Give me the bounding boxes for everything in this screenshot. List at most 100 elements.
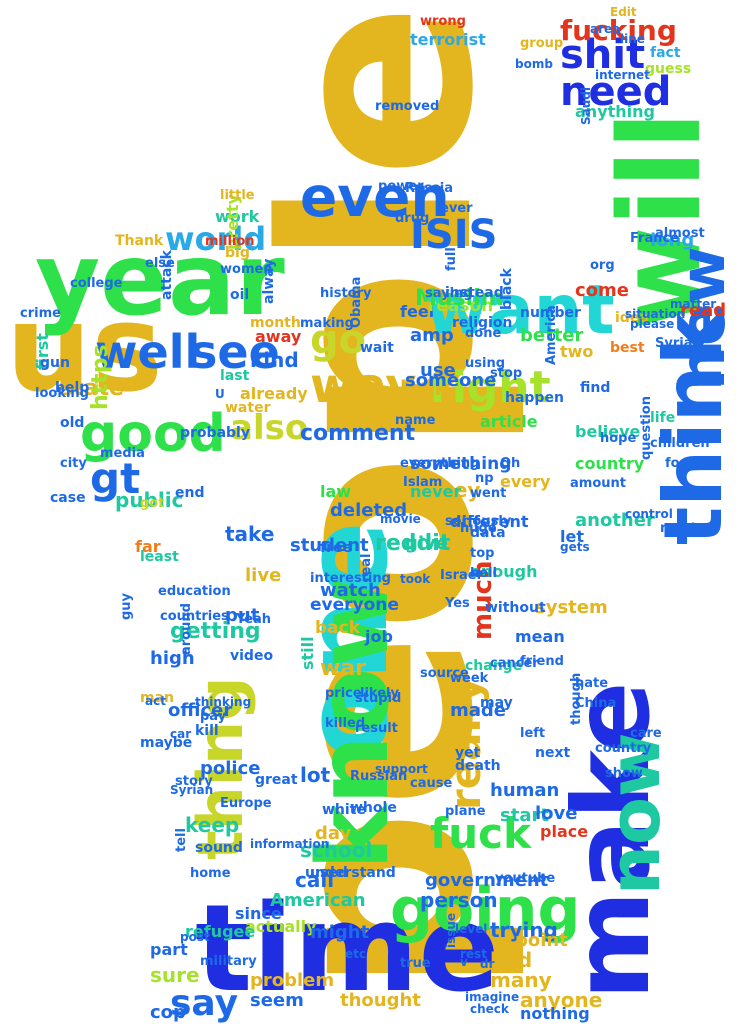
cloud-word: water: [225, 400, 271, 416]
cloud-word: took: [400, 572, 431, 586]
cloud-word: going: [390, 875, 581, 945]
cloud-word: drug: [395, 211, 430, 226]
cloud-word: work: [215, 207, 260, 226]
cloud-word: believe: [575, 422, 641, 441]
cloud-word: went: [470, 486, 507, 501]
cloud-word: https: [88, 344, 113, 410]
cloud-word: right: [430, 362, 551, 413]
cloud-word: point: [515, 930, 568, 951]
cloud-word: getting: [170, 619, 261, 644]
cloud-word: Israel: [440, 568, 482, 583]
cloud-word: shit: [560, 32, 646, 78]
cloud-word: without: [485, 600, 546, 616]
cloud-word: internet: [595, 68, 650, 82]
cloud-word: law: [320, 482, 352, 501]
cloud-word: nothing: [520, 1004, 590, 1023]
cloud-word: keep: [185, 813, 240, 837]
cloud-word: war: [320, 656, 367, 681]
cloud-word: wrong: [420, 14, 466, 29]
cloud-word: rest: [460, 947, 487, 961]
cloud-word: Russian: [350, 769, 408, 784]
cloud-word: use: [420, 360, 456, 381]
cloud-word: removed: [375, 99, 440, 114]
cloud-word: college: [70, 276, 123, 291]
cloud-word: America: [544, 305, 559, 365]
cloud-word: may: [480, 695, 513, 711]
cloud-word: making: [300, 316, 354, 331]
cloud-word: guy: [119, 592, 134, 620]
cloud-word: system: [535, 597, 608, 618]
cloud-word: American: [270, 890, 366, 911]
cloud-word: friend: [520, 654, 564, 669]
cloud-word: better: [520, 325, 584, 346]
cloud-word: put: [225, 605, 260, 626]
cloud-word: look: [400, 376, 448, 400]
cloud-word: imagine: [465, 990, 520, 1004]
cloud-word: country: [575, 454, 645, 473]
cloud-word: around: [179, 603, 194, 655]
cloud-word: cop: [150, 1002, 186, 1023]
cloud-word: say: [170, 983, 239, 1024]
cloud-word: everything: [400, 456, 480, 471]
cloud-word: different: [450, 512, 529, 531]
cloud-word: give: [405, 533, 448, 554]
cloud-word: fuck: [430, 809, 532, 858]
cloud-word: situation: [625, 307, 686, 321]
cloud-word: see: [190, 325, 280, 379]
cloud-word: actually: [245, 917, 317, 936]
cloud-word: hope: [600, 431, 637, 446]
cloud-word: used: [310, 865, 348, 881]
cloud-word: anyone: [520, 988, 603, 1012]
cloud-word: need: [560, 69, 672, 115]
cloud-word: death: [455, 758, 501, 774]
cloud-word: human: [490, 780, 560, 801]
cloud-word: story: [175, 774, 213, 789]
cloud-word: since: [235, 904, 282, 923]
cloud-word: v: [460, 955, 468, 969]
cloud-word: pay: [200, 709, 227, 724]
cloud-word: control: [625, 507, 673, 521]
cloud-word: history: [320, 286, 372, 301]
cloud-word: support: [375, 762, 428, 776]
cloud-word: school: [300, 838, 373, 862]
cloud-word: job: [365, 627, 393, 646]
cloud-word: number: [520, 305, 581, 321]
cloud-word: white: [322, 802, 366, 818]
cloud-word: day: [315, 823, 352, 844]
cloud-word: movie: [380, 512, 421, 526]
cloud-word: done: [465, 326, 502, 341]
cloud-word: two: [560, 342, 594, 361]
cloud-word: amp: [410, 325, 454, 346]
cloud-word: Muslim: [415, 286, 504, 311]
cloud-word: love: [535, 803, 578, 824]
cloud-word: next: [535, 745, 571, 761]
cloud-word: end: [175, 485, 205, 501]
cloud-word: old: [60, 415, 85, 431]
cloud-word: great: [255, 772, 298, 788]
cloud-word: even: [300, 165, 450, 229]
cloud-word: last: [220, 368, 250, 384]
cloud-word: go: [310, 317, 367, 363]
cloud-word: must: [660, 521, 697, 536]
cloud-word: million: [205, 234, 255, 249]
cloud-word: interesting: [310, 571, 391, 586]
cloud-word: check: [470, 1002, 509, 1016]
cloud-word: way: [310, 358, 417, 414]
cloud-word: watch: [320, 580, 381, 601]
cloud-word: Obama: [349, 276, 364, 328]
cloud-word: youtube: [495, 871, 556, 886]
cloud-word: yet: [455, 745, 481, 761]
cloud-word: long: [650, 230, 695, 251]
cloud-word: many: [490, 968, 552, 992]
cloud-word: help: [55, 380, 90, 396]
cloud-word: show: [605, 766, 643, 781]
cloud-word: call: [295, 868, 335, 892]
cloud-word: Yes: [445, 596, 470, 611]
cloud-word: big: [225, 245, 250, 261]
cloud-word: cause: [410, 776, 453, 791]
cloud-word: everyone: [310, 595, 399, 615]
cloud-word: let: [560, 527, 584, 546]
cloud-word: least: [140, 549, 179, 565]
cloud-word: city: [60, 456, 87, 471]
cloud-word: never: [410, 482, 462, 501]
